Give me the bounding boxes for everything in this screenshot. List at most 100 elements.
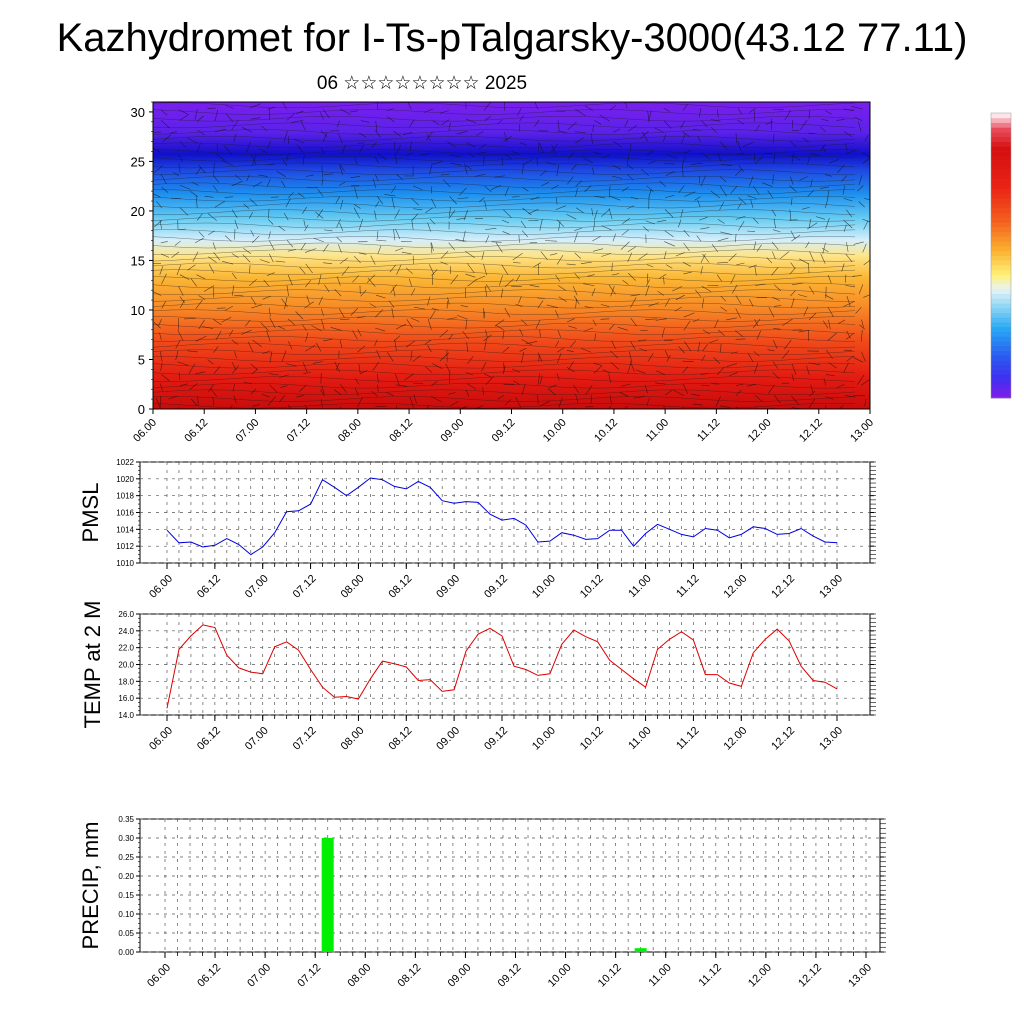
wind-barb bbox=[208, 384, 214, 392]
wind-barb bbox=[179, 114, 189, 121]
wind-barb bbox=[664, 350, 669, 358]
wind-barb bbox=[719, 176, 727, 183]
wind-barb bbox=[390, 185, 397, 194]
wind-barb bbox=[250, 296, 257, 305]
wind-barb bbox=[801, 206, 810, 210]
wind-barb bbox=[179, 274, 190, 280]
wind-barb bbox=[695, 289, 702, 297]
wind-barb bbox=[822, 145, 826, 153]
colorbar-swatch bbox=[991, 331, 1011, 337]
wind-barb bbox=[619, 391, 629, 398]
wind-barb bbox=[338, 244, 342, 253]
contour-line bbox=[153, 115, 856, 122]
wind-barb bbox=[864, 399, 867, 407]
wind-barb bbox=[846, 355, 854, 362]
wind-barb bbox=[600, 318, 610, 320]
wind-barb bbox=[827, 306, 834, 318]
y-tick-label: 0.10 bbox=[118, 910, 134, 919]
colorbar-swatch bbox=[991, 146, 1011, 152]
wind-barb bbox=[503, 136, 512, 142]
wind-barb bbox=[409, 396, 414, 408]
wind-barb bbox=[655, 382, 666, 385]
wind-barb bbox=[161, 253, 170, 258]
wind-barb bbox=[212, 242, 216, 250]
contour-line bbox=[153, 196, 856, 202]
wind-barb bbox=[664, 241, 676, 247]
wind-barb bbox=[354, 387, 359, 397]
wind-barb bbox=[843, 362, 849, 373]
wind-barb bbox=[283, 131, 288, 143]
wind-barb bbox=[754, 394, 763, 403]
wind-barb bbox=[692, 129, 701, 131]
wind-barb bbox=[610, 361, 620, 370]
y-tick-label: 1012 bbox=[116, 542, 134, 551]
wind-barb bbox=[481, 361, 487, 372]
wind-barb bbox=[781, 349, 790, 359]
series-line bbox=[166, 477, 838, 556]
contour-line bbox=[153, 402, 856, 409]
wind-barb bbox=[555, 197, 558, 205]
colorbar-swatch bbox=[991, 388, 1011, 394]
wind-barb bbox=[700, 152, 711, 160]
wind-barb bbox=[179, 207, 189, 216]
x-tick-label: 08.12 bbox=[386, 573, 414, 601]
wind-barb bbox=[784, 339, 792, 350]
wind-barb bbox=[681, 133, 686, 144]
wind-barb bbox=[656, 370, 666, 376]
wind-barb bbox=[161, 301, 166, 309]
wind-barb bbox=[360, 370, 368, 374]
wind-barb bbox=[857, 185, 864, 192]
colorbar bbox=[990, 112, 1012, 399]
wind-barb bbox=[682, 366, 689, 374]
wind-barb bbox=[575, 180, 583, 187]
wind-barb bbox=[537, 300, 544, 309]
wind-barb bbox=[719, 185, 727, 197]
wind-barb bbox=[773, 218, 776, 229]
y-tick-label: 1014 bbox=[116, 525, 134, 534]
wind-barb bbox=[790, 290, 796, 297]
wind-barb bbox=[413, 208, 423, 211]
x-tick-label: 10.12 bbox=[578, 573, 606, 601]
wind-barb bbox=[212, 174, 220, 183]
wind-barb bbox=[282, 159, 288, 166]
wind-barb bbox=[456, 315, 468, 320]
y-tick-label: 26.0 bbox=[118, 610, 134, 619]
wind-barb bbox=[455, 239, 467, 242]
wind-barb bbox=[481, 251, 485, 260]
wind-barb bbox=[844, 395, 856, 398]
wind-barb bbox=[522, 159, 533, 166]
wind-barb bbox=[530, 196, 540, 201]
colorbar-swatch bbox=[991, 326, 1011, 332]
wind-barb bbox=[196, 213, 203, 221]
wind-barb bbox=[683, 242, 690, 251]
wind-barb bbox=[466, 372, 474, 376]
wind-barb bbox=[482, 387, 484, 396]
wind-barb bbox=[467, 383, 477, 390]
wind-barb bbox=[375, 309, 384, 318]
wind-barb bbox=[222, 160, 234, 166]
x-tick-label: 11.00 bbox=[626, 725, 653, 752]
wind-barb bbox=[637, 339, 647, 341]
wind-barb bbox=[697, 135, 702, 143]
wind-barb bbox=[320, 398, 323, 408]
wind-barb bbox=[213, 346, 219, 353]
wind-barb bbox=[190, 191, 199, 198]
wind-barb bbox=[357, 329, 362, 337]
wind-barb bbox=[537, 352, 543, 363]
wind-barb bbox=[648, 110, 652, 121]
wind-barb bbox=[827, 275, 832, 284]
colorbar-swatch bbox=[991, 298, 1011, 304]
wind-barb bbox=[626, 154, 630, 167]
wind-barb bbox=[450, 274, 459, 285]
wind-barb bbox=[639, 348, 647, 352]
wind-barb bbox=[503, 131, 508, 143]
wind-barb bbox=[358, 218, 363, 231]
wind-barb bbox=[192, 251, 199, 263]
colorbar-swatch bbox=[991, 374, 1011, 380]
wind-barb bbox=[771, 241, 779, 250]
wind-barb bbox=[772, 297, 781, 301]
colorbar-swatch bbox=[991, 236, 1011, 242]
wind-barb bbox=[701, 384, 710, 387]
x-tick-label: 12.12 bbox=[796, 962, 824, 990]
